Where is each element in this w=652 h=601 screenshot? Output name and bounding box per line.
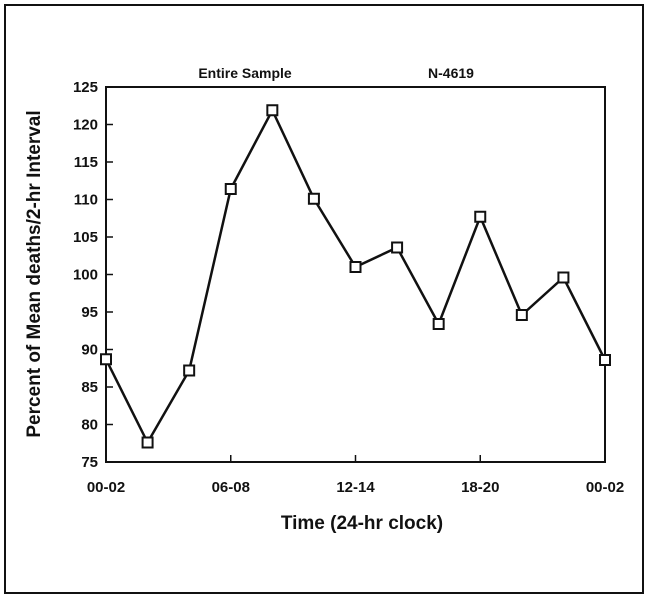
x-tick-label: 12-14 xyxy=(336,479,375,496)
y-axis-ticks: 75 80 85 90 95 100 105 110 115 120 125 xyxy=(73,79,113,471)
x-tick-label: 00-02 xyxy=(87,479,125,496)
x-tick-label: 00-02 xyxy=(586,479,624,496)
x-tick-label: 06-08 xyxy=(212,479,250,496)
data-point-marker xyxy=(100,353,112,366)
y-tick-label: 115 xyxy=(74,154,98,171)
data-point-marker xyxy=(474,210,487,223)
series-line xyxy=(100,104,611,449)
y-tick-label: 80 xyxy=(81,417,98,434)
x-axis-ticks: 00-02 06-08 12-14 18-20 00-02 xyxy=(87,455,624,496)
plot-area xyxy=(105,86,606,463)
data-point-marker xyxy=(183,364,196,377)
data-point-marker xyxy=(391,241,404,254)
data-point-marker xyxy=(141,436,154,449)
x-tick-label: 18-20 xyxy=(461,479,499,496)
data-point-marker xyxy=(266,104,279,117)
y-tick-label: 100 xyxy=(73,267,98,284)
y-tick-label: 90 xyxy=(81,342,98,359)
y-tick-label: 105 xyxy=(73,229,98,246)
y-tick-label: 75 xyxy=(81,454,98,471)
series-line-path xyxy=(104,107,607,446)
data-point-marker xyxy=(349,261,362,273)
x-axis-label: Time (24-hr clock) xyxy=(281,513,443,534)
data-point-marker xyxy=(515,309,528,321)
chart-header-right: N-4619 xyxy=(428,65,474,81)
y-tick-label: 120 xyxy=(73,117,98,134)
chart-header-left: Entire Sample xyxy=(198,65,292,81)
data-point-marker xyxy=(224,183,237,195)
data-point-marker xyxy=(307,192,320,205)
y-axis-label: Percent of Mean deaths/2-hr Interval xyxy=(24,110,45,437)
y-tick-label: 110 xyxy=(74,192,98,209)
y-tick-label: 85 xyxy=(81,379,98,396)
y-tick-label: 95 xyxy=(81,304,98,321)
data-point-marker xyxy=(599,354,611,366)
y-tick-label: 125 xyxy=(73,79,98,96)
data-point-marker xyxy=(432,318,445,330)
data-point-marker xyxy=(557,271,570,284)
figure-frame xyxy=(4,4,644,594)
